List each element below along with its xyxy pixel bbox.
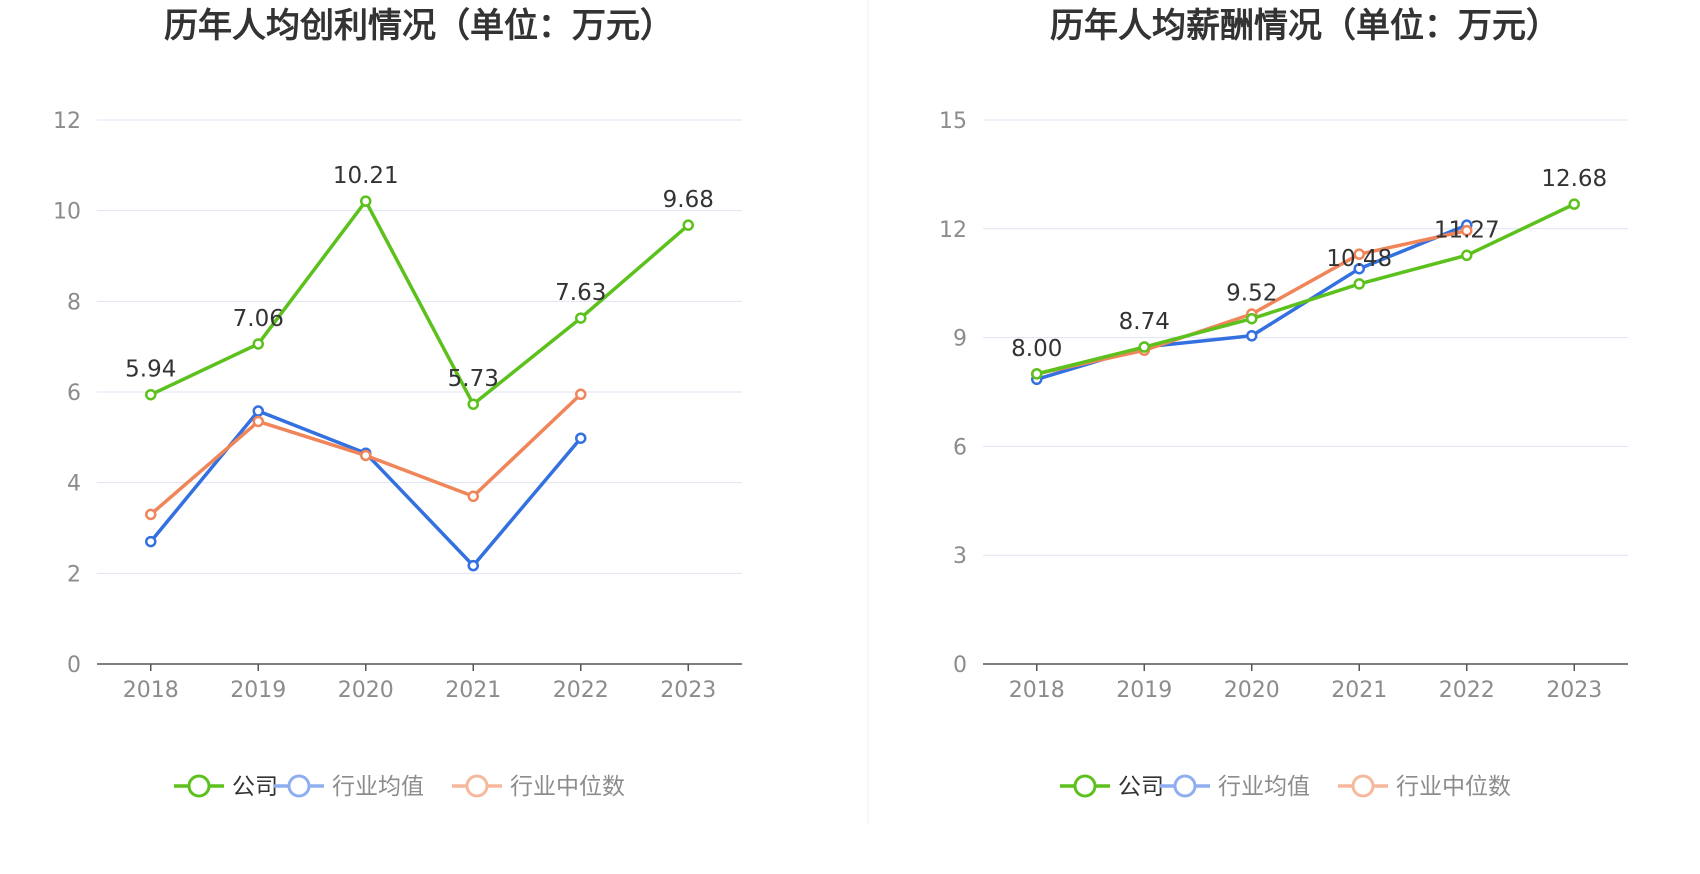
x-tick-label: 2018 bbox=[123, 678, 179, 703]
data-point-industry_avg bbox=[467, 559, 479, 572]
data-point-industry_median bbox=[252, 415, 264, 428]
data-label: 9.52 bbox=[1226, 281, 1277, 307]
legend-label: 行业中位数 bbox=[1396, 774, 1511, 800]
x-tick-label: 2023 bbox=[660, 678, 716, 703]
legend-marker bbox=[1173, 774, 1197, 798]
data-point-company bbox=[682, 219, 694, 231]
data-label: 8.00 bbox=[1011, 336, 1062, 362]
chart-title: 历年人均创利情况（单位：万元） bbox=[164, 6, 674, 46]
data-label: 8.74 bbox=[1119, 309, 1170, 335]
legend-marker bbox=[187, 774, 211, 798]
series-line-company bbox=[1036, 202, 1576, 376]
y-tick-label: 15 bbox=[939, 109, 967, 134]
data-point-company bbox=[360, 195, 372, 207]
x-tick-label: 2022 bbox=[1439, 678, 1495, 703]
chart-title: 历年人均薪酬情况（单位：万元） bbox=[1050, 6, 1560, 46]
x-tick-label: 2020 bbox=[338, 678, 394, 703]
data-label: 5.94 bbox=[125, 357, 176, 383]
legend-item-company: 公司 bbox=[174, 774, 278, 800]
data-point-company bbox=[1568, 198, 1580, 210]
data-point-industry_median bbox=[1461, 224, 1473, 237]
legend-item-industry_median: 行业中位数 bbox=[1338, 774, 1511, 800]
x-tick-label: 2021 bbox=[1331, 678, 1387, 703]
data-label: 7.63 bbox=[555, 280, 606, 306]
data-point-industry_median bbox=[467, 490, 479, 503]
chart-2: 历年人均薪酬情况（单位：万元） 0 3 6 9 12 15 2018 2019 2020 2021 2… bbox=[939, 6, 1628, 800]
data-point-industry_median bbox=[1353, 248, 1365, 260]
data-label: 12.68 bbox=[1541, 166, 1607, 192]
x-tick-label: 2018 bbox=[1009, 678, 1065, 703]
data-point-industry_median bbox=[145, 508, 157, 521]
data-point-company bbox=[1138, 341, 1150, 353]
data-point-industry_avg bbox=[252, 405, 264, 417]
data-label: 10.21 bbox=[333, 163, 399, 189]
data-point-company bbox=[1461, 249, 1473, 262]
data-point-company bbox=[145, 388, 157, 401]
legend-item-industry_avg: 行业均值 bbox=[274, 774, 424, 800]
data-label: 7.06 bbox=[233, 306, 284, 332]
legend-label: 行业中位数 bbox=[510, 774, 625, 800]
data-point-company bbox=[252, 338, 264, 350]
data-point-industry_median bbox=[575, 388, 587, 401]
y-tick-label: 3 bbox=[953, 544, 967, 569]
data-point-company bbox=[467, 398, 479, 410]
y-tick-label: 2 bbox=[67, 562, 81, 587]
legend-label: 公司 bbox=[232, 774, 278, 800]
legend-label: 行业均值 bbox=[332, 774, 424, 800]
legend-item-company: 公司 bbox=[1060, 774, 1164, 800]
data-label: 5.73 bbox=[448, 366, 499, 392]
legend-marker bbox=[1351, 774, 1375, 798]
series-line-industry_avg bbox=[149, 409, 583, 568]
data-point-company bbox=[1031, 368, 1043, 380]
legend-marker bbox=[465, 774, 489, 798]
x-tick-label: 2022 bbox=[553, 678, 609, 703]
x-tick-label: 2023 bbox=[1546, 678, 1602, 703]
data-point-industry_avg bbox=[575, 432, 587, 444]
y-tick-label: 6 bbox=[67, 381, 81, 406]
x-tick-label: 2020 bbox=[1224, 678, 1280, 703]
series-line-company bbox=[150, 199, 690, 406]
legend-item-industry_avg: 行业均值 bbox=[1160, 774, 1310, 800]
x-tick-label: 2021 bbox=[445, 678, 501, 703]
y-tick-label: 9 bbox=[953, 327, 967, 352]
data-point-industry_avg bbox=[1353, 262, 1365, 275]
data-point-industry_avg bbox=[1246, 330, 1258, 342]
legend-marker bbox=[287, 774, 311, 798]
legend-label: 公司 bbox=[1118, 774, 1164, 800]
y-tick-label: 0 bbox=[67, 653, 81, 678]
legend-item-industry_median: 行业中位数 bbox=[452, 774, 625, 800]
y-tick-label: 10 bbox=[53, 200, 81, 225]
data-point-industry_avg bbox=[145, 535, 157, 548]
y-tick-label: 0 bbox=[953, 653, 967, 678]
y-tick-label: 4 bbox=[67, 472, 81, 497]
chart-1: 历年人均创利情况（单位：万元） 0 2 4 6 8 10 12 2018 2019 2020 2021… bbox=[53, 6, 742, 800]
data-point-company bbox=[1246, 312, 1258, 325]
data-label: 11.27 bbox=[1434, 217, 1500, 243]
data-point-industry_median bbox=[360, 449, 372, 462]
y-tick-label: 8 bbox=[67, 290, 81, 315]
y-tick-label: 6 bbox=[953, 435, 967, 460]
y-tick-label: 12 bbox=[939, 218, 967, 243]
data-label: 10.48 bbox=[1326, 246, 1392, 272]
legend-label: 行业均值 bbox=[1218, 774, 1310, 800]
x-tick-label: 2019 bbox=[230, 678, 286, 703]
data-label: 9.68 bbox=[663, 187, 714, 213]
data-point-company bbox=[575, 312, 587, 324]
x-tick-label: 2019 bbox=[1116, 678, 1172, 703]
legend-marker bbox=[1073, 774, 1097, 798]
y-tick-label: 12 bbox=[53, 109, 81, 134]
data-point-company bbox=[1353, 278, 1365, 290]
